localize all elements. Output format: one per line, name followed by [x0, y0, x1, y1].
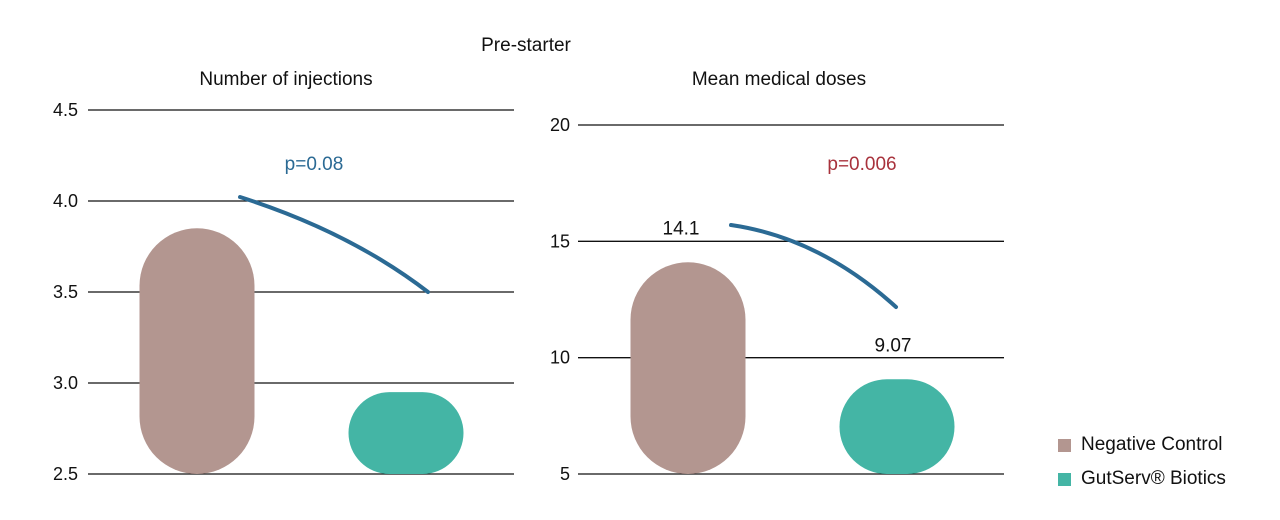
bar — [630, 262, 746, 474]
y-tick-label: 4.0 — [53, 191, 78, 211]
p-value-annotation: p=0.006 — [827, 154, 896, 175]
y-tick-label: 15 — [550, 231, 570, 251]
bar — [139, 228, 255, 474]
y-tick-label: 10 — [550, 348, 570, 368]
legend-swatch-gutserv — [1058, 472, 1071, 486]
y-tick-label: 3.0 — [53, 373, 78, 393]
y-tick-label: 5 — [560, 464, 570, 484]
data-label: 14.1 — [663, 218, 700, 239]
bar — [839, 379, 955, 474]
chart-suptitle: Pre-starter — [481, 35, 571, 56]
p-value-annotation: p=0.08 — [285, 154, 344, 175]
chart2-title: Mean medical doses — [692, 69, 866, 90]
y-tick-label: 2.5 — [53, 464, 78, 484]
chart1-title: Number of injections — [199, 69, 372, 90]
legend: Negative Control GutServ® Biotics — [1058, 428, 1226, 496]
data-label: 9.07 — [875, 335, 912, 356]
y-tick-label: 4.5 — [53, 100, 78, 120]
y-tick-label: 20 — [550, 115, 570, 135]
chart-injections: 4.5 4.0 3.5 3.0 2.5 p=0.08 — [53, 100, 514, 484]
significance-arc — [729, 223, 898, 309]
y-tick-label: 3.5 — [53, 282, 78, 302]
legend-swatch-negative-control — [1058, 438, 1071, 452]
legend-item-gutserv: GutServ® Biotics — [1058, 462, 1226, 496]
legend-label-gutserv: GutServ® Biotics — [1081, 468, 1226, 489]
legend-item-negative-control: Negative Control — [1058, 428, 1226, 462]
significance-arc — [238, 195, 430, 294]
bar — [348, 392, 464, 474]
chart-medical-doses: 20 15 10 5 14.1 9.07 p=0.006 — [550, 115, 1004, 484]
legend-label-negative-control: Negative Control — [1081, 434, 1223, 455]
